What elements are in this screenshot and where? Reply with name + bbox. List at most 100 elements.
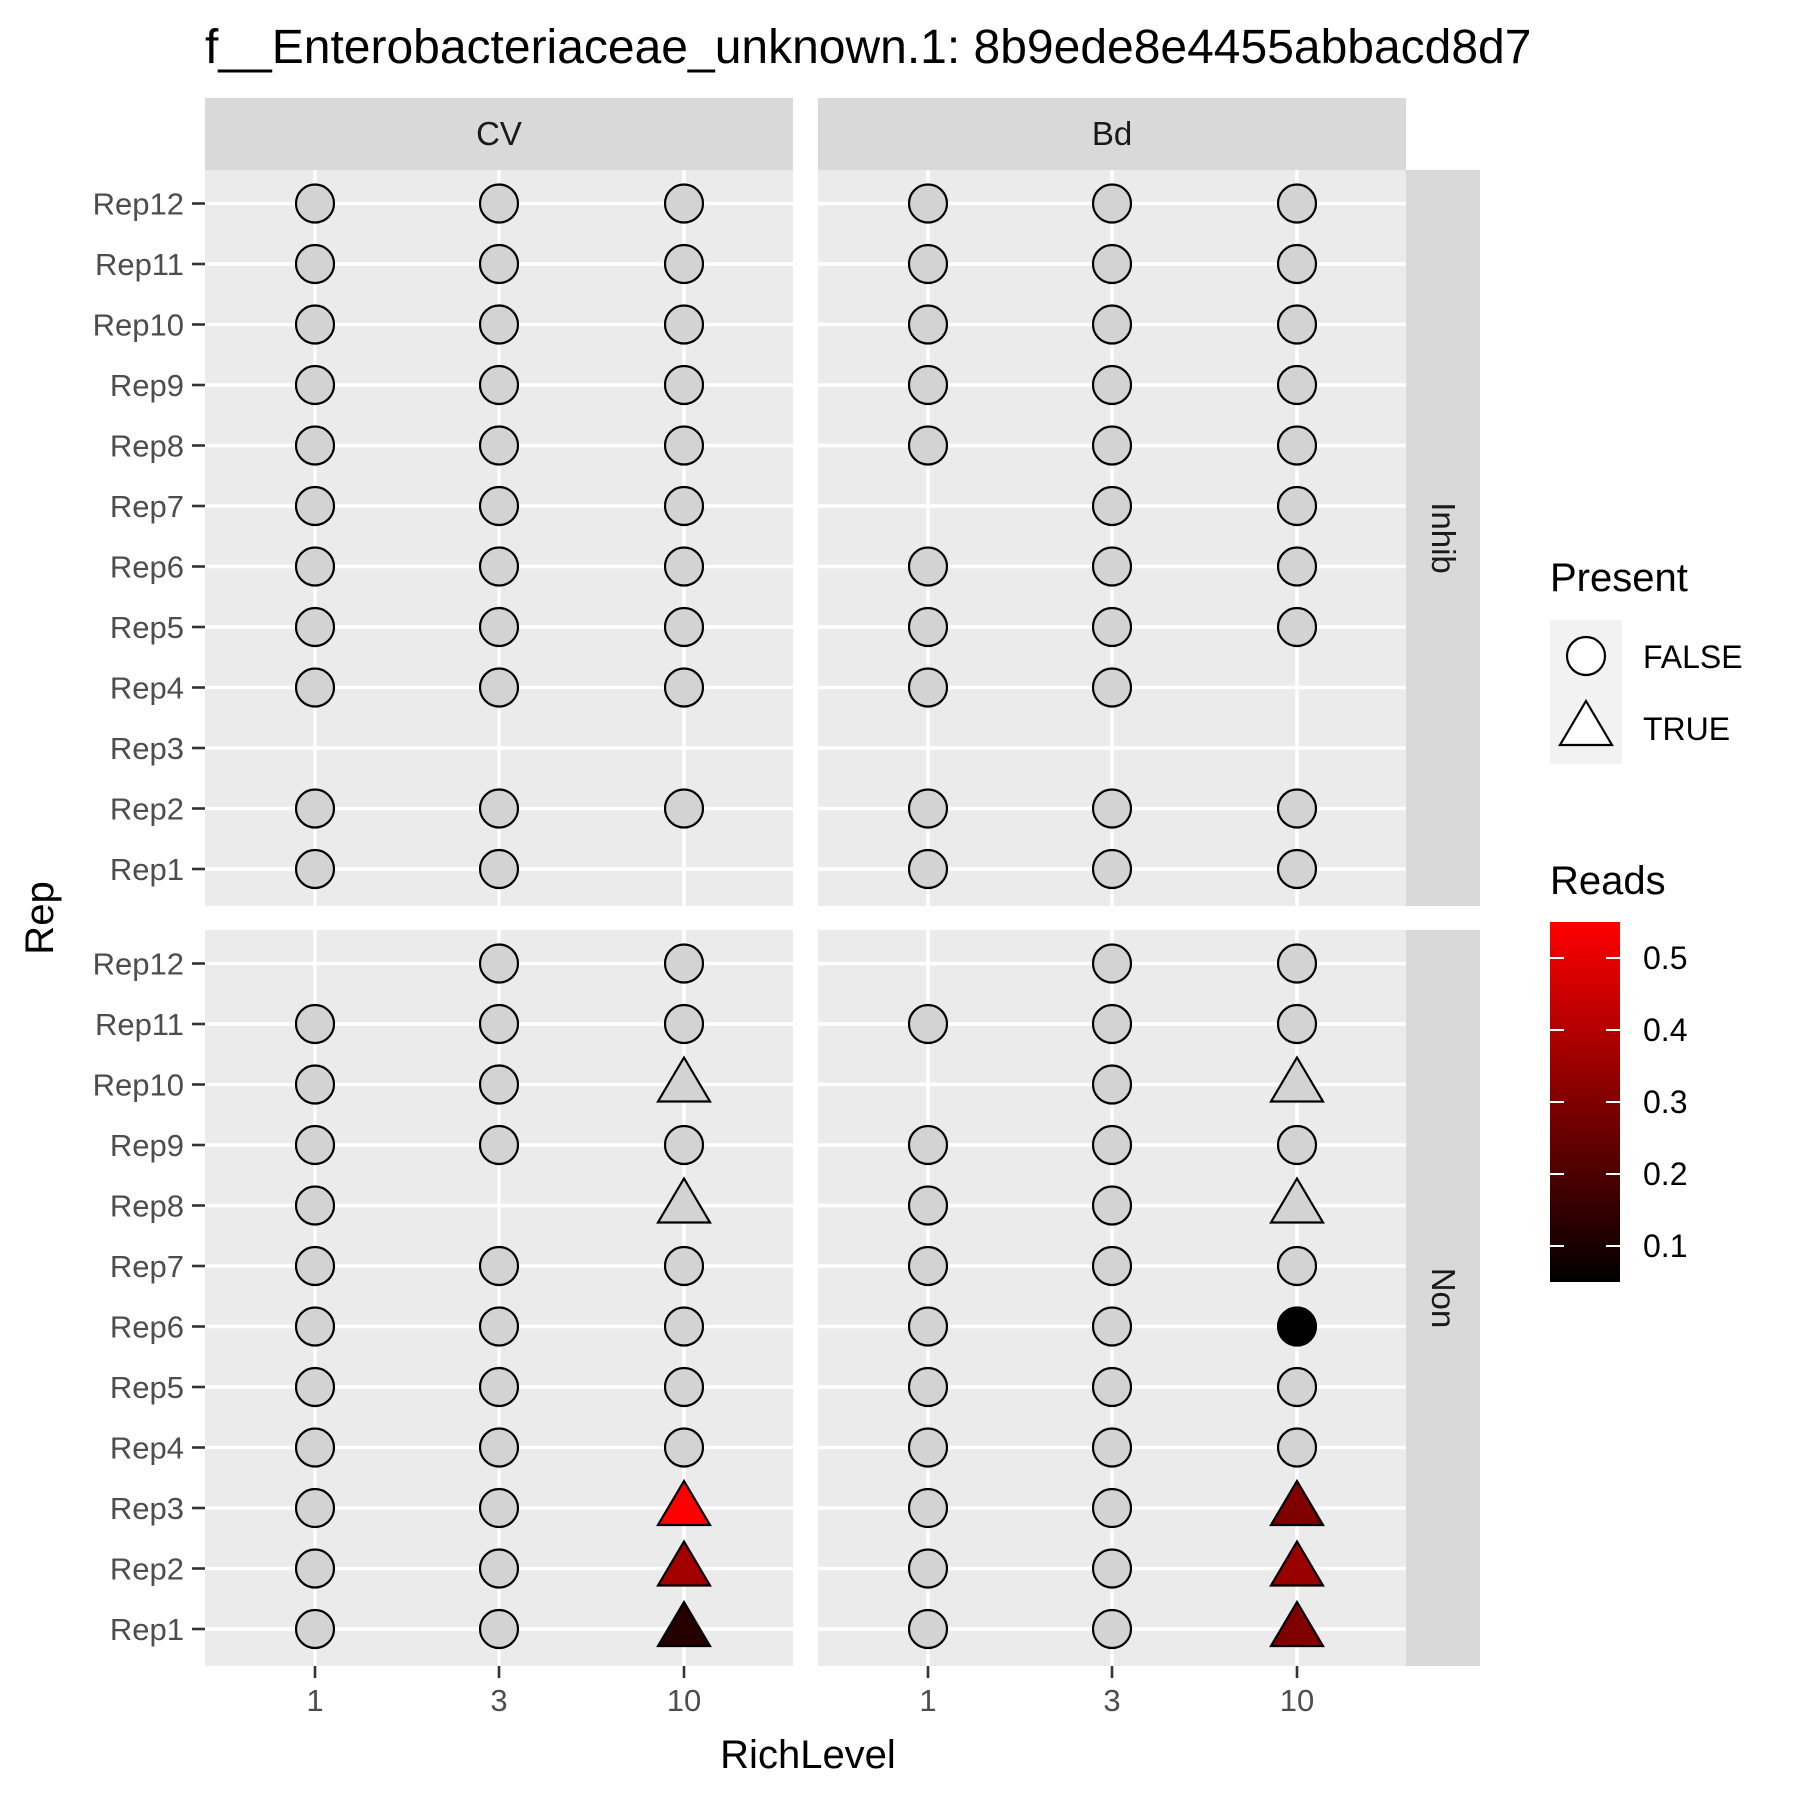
y-tick-label: Rep2 (110, 792, 184, 827)
data-point (663, 606, 705, 648)
strip-label-inhib: Inhib (1425, 502, 1462, 574)
data-point (1091, 1185, 1133, 1226)
y-tick-label: Rep3 (110, 731, 184, 766)
data-point (1276, 1306, 1318, 1347)
data-point (907, 1427, 949, 1468)
y-tick-label: Rep9 (110, 368, 184, 403)
y-tick-label: Rep7 (110, 1249, 184, 1284)
y-tick-label: Rep11 (95, 247, 184, 282)
data-point (907, 1124, 949, 1166)
legend-label-true: TRUE (1643, 711, 1730, 747)
data-point (1276, 485, 1318, 527)
x-tick-label: 3 (1103, 1683, 1120, 1718)
data-point (294, 1306, 336, 1347)
data-point (1276, 425, 1318, 466)
data-point (907, 1487, 949, 1529)
data-point (1276, 1124, 1318, 1166)
data-point (1091, 788, 1133, 829)
data-point (1091, 1427, 1133, 1468)
data-point (478, 425, 520, 466)
data-point (907, 546, 949, 587)
data-point (1091, 1064, 1133, 1105)
x-tick-label: 3 (490, 1683, 507, 1718)
data-point (663, 1427, 705, 1468)
data-point (1276, 546, 1318, 587)
data-point (294, 243, 336, 285)
data-point (907, 1548, 949, 1589)
data-point (1269, 1478, 1325, 1527)
y-tick-label: Rep6 (110, 1310, 184, 1345)
colorbar-tick-label: 0.3 (1643, 1084, 1687, 1120)
data-point (478, 1487, 520, 1529)
panel-bd-inhib (818, 170, 1406, 906)
data-point (478, 667, 520, 708)
data-point (1276, 364, 1318, 406)
data-point (294, 1548, 336, 1589)
data-point (1091, 1306, 1133, 1347)
data-point (663, 243, 705, 285)
data-point (663, 304, 705, 345)
data-point (907, 1003, 949, 1045)
data-point (663, 425, 705, 466)
data-point (1091, 1003, 1133, 1045)
data-point (294, 788, 336, 829)
data-point (1276, 788, 1318, 829)
data-point (663, 1366, 705, 1408)
data-point (294, 546, 336, 587)
data-point (478, 1245, 520, 1287)
legend-symbol-circle (1565, 635, 1607, 677)
data-point (907, 1608, 949, 1650)
data-point (478, 1306, 520, 1347)
data-point (1091, 1245, 1133, 1287)
y-tick-label: Rep12 (93, 947, 184, 982)
data-point (294, 304, 336, 345)
data-point (1276, 304, 1318, 345)
strip-inhib (1406, 170, 1480, 906)
x-tick-label: 1 (306, 1683, 323, 1718)
data-point (1091, 485, 1133, 527)
x-tick-label: 10 (1280, 1683, 1314, 1718)
legend-present: Present FALSE TRUE (1550, 556, 1743, 764)
data-point (663, 1245, 705, 1287)
data-point (1091, 1366, 1133, 1408)
data-point (478, 1124, 520, 1166)
y-tick-label: Rep7 (110, 489, 184, 524)
data-point (1269, 1599, 1325, 1648)
data-point (294, 1003, 336, 1045)
data-point (294, 1124, 336, 1166)
legend-reads: Reads 0.1 0.2 0.3 0.4 0.5 (1550, 859, 1687, 1282)
data-point (1091, 243, 1133, 285)
data-point (1091, 943, 1133, 984)
data-point (663, 546, 705, 587)
y-tick-label: Rep8 (110, 429, 184, 464)
y-tick-label: Rep6 (110, 550, 184, 585)
data-point (1091, 304, 1133, 345)
colorbar-tick-label: 0.2 (1643, 1156, 1687, 1192)
data-point (656, 1539, 712, 1587)
data-point (907, 364, 949, 406)
data-point (1276, 943, 1318, 984)
data-point (663, 364, 705, 406)
data-point (1091, 1548, 1133, 1589)
data-point (294, 667, 336, 708)
strip-label-cv: CV (476, 115, 522, 152)
data-point (478, 304, 520, 345)
facet-panels: CV Bd Inhib Rep1 Rep2 Rep3 Rep4 Rep5 Rep6 Rep7 Rep… (93, 98, 1480, 1718)
data-point (1276, 1245, 1318, 1287)
data-point (294, 606, 336, 648)
y-axis-title: Rep (18, 881, 62, 954)
legend-reads-title: Reads (1550, 859, 1666, 903)
data-point (663, 667, 705, 708)
data-point (907, 243, 949, 285)
legend-present-title: Present (1550, 556, 1688, 600)
data-point (478, 606, 520, 648)
data-point (1091, 183, 1133, 224)
y-tick-label: Rep4 (110, 1431, 184, 1466)
data-point (1091, 1487, 1133, 1529)
y-tick-label: Rep2 (110, 1552, 184, 1587)
strip-label-bd: Bd (1092, 115, 1132, 152)
data-point (294, 1427, 336, 1468)
data-point (294, 1608, 336, 1650)
y-tick-label: Rep5 (110, 610, 184, 645)
strip-bd (818, 98, 1406, 170)
